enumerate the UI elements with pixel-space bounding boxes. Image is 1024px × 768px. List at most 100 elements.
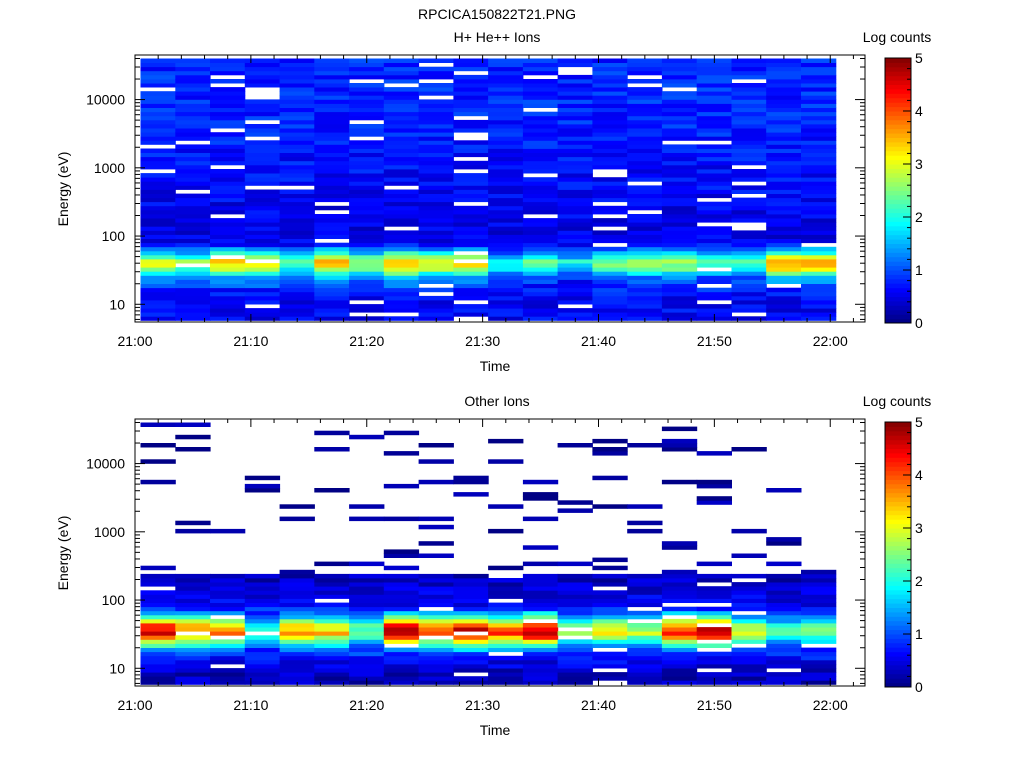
heatmap-cell [592,304,628,309]
heatmap-cell [488,83,524,88]
heatmap-cell [279,218,315,223]
heatmap-cell [801,283,837,289]
heatmap-cell [592,259,628,264]
heatmap-cell [766,561,802,567]
heatmap-cell [244,83,281,88]
heatmap-cell [592,193,628,199]
heatmap-cell [627,623,663,628]
heatmap-cell [557,83,593,88]
heatmap-cell [557,664,593,669]
colorbar-swatch [885,252,911,258]
heatmap-cell [349,91,385,96]
heatmap-cell [801,66,837,72]
heatmap-cell [696,651,732,657]
heatmap-cell [801,676,837,681]
heatmap-cell [488,602,524,608]
heatmap-cell [766,230,802,235]
heatmap-cell [175,83,211,88]
heatmap-cell [522,291,559,297]
heatmap-cell [801,119,837,125]
heatmap-cell [314,668,350,673]
heatmap-cell [418,160,454,166]
heatmap-cell [801,205,837,211]
heatmap-cell [418,279,454,284]
heatmap-cell [383,234,420,239]
x-tick-label: 21:10 [233,333,268,349]
heatmap-cell [175,164,211,170]
heatmap-cell [175,238,211,244]
heatmap-cell [314,185,350,190]
heatmap-cell [557,230,593,235]
heatmap-cell [627,443,663,448]
heatmap-cell [383,647,420,653]
heatmap-cell [383,66,420,72]
heatmap-cell [488,119,524,125]
heatmap-cell [244,586,281,591]
heatmap-cell [383,267,420,272]
heatmap-cell [418,58,454,63]
heatmap-cell [244,295,281,301]
heatmap-cell [488,438,524,444]
heatmap-cell [661,610,698,616]
heatmap-cell [488,647,524,653]
heatmap-cell [801,230,837,235]
heatmap-cell [418,459,454,464]
heatmap-cell [244,58,281,63]
heatmap-cell [244,680,281,685]
heatmap-cell [349,598,385,603]
heatmap-cell [453,623,489,628]
heatmap-cell [522,578,559,583]
heatmap-cell [175,201,211,207]
heatmap-cell [522,643,559,648]
heatmap-cell [418,586,454,591]
heatmap-cell [418,177,454,182]
heatmap-cell [522,254,559,260]
heatmap-cell [210,312,246,317]
heatmap-cell [801,140,837,145]
heatmap-cell [801,201,837,207]
heatmap-cell [383,623,420,628]
heatmap-cell [244,79,281,84]
heatmap-cell [592,447,628,452]
heatmap-cell [766,152,802,158]
heatmap-cell [210,291,246,297]
heatmap-cell [418,573,454,579]
colorbar-swatch [885,558,911,564]
heatmap-cell [801,115,837,121]
heatmap-cell [731,647,767,653]
colorbar-swatch [885,430,911,436]
heatmap-cell [661,177,698,182]
heatmap-cell [522,602,559,608]
heatmap-cell [210,287,246,293]
heatmap-cell [661,74,698,80]
heatmap-cell [661,103,698,108]
heatmap-cell [557,79,593,84]
heatmap-cell [453,173,489,178]
heatmap-cell [557,672,593,677]
heatmap-cell [314,672,350,677]
heatmap-cell [175,578,211,583]
heatmap-cell [244,606,281,612]
heatmap-cell [210,259,246,264]
heatmap-cell [383,614,420,620]
heatmap-cell [140,668,176,673]
heatmap-cell [801,91,837,96]
heatmap-cell [140,115,176,121]
heatmap-cell [314,140,350,145]
heatmap-cell [383,659,420,665]
colorbar-swatch [885,673,911,679]
heatmap-cell [557,87,593,92]
heatmap-cell [696,205,732,211]
colorbar-swatch [885,80,911,85]
heatmap-cell [418,148,454,153]
heatmap-cell [279,598,315,603]
heatmap-cell [453,148,489,153]
heatmap-cell [801,246,837,252]
heatmap-cell [522,279,559,284]
heatmap-cell [418,173,454,178]
heatmap-cell [731,111,767,117]
heatmap-cell [383,573,420,579]
heatmap-cell [766,672,802,677]
heatmap-cell [244,189,281,194]
colorbar-swatch [885,461,911,467]
